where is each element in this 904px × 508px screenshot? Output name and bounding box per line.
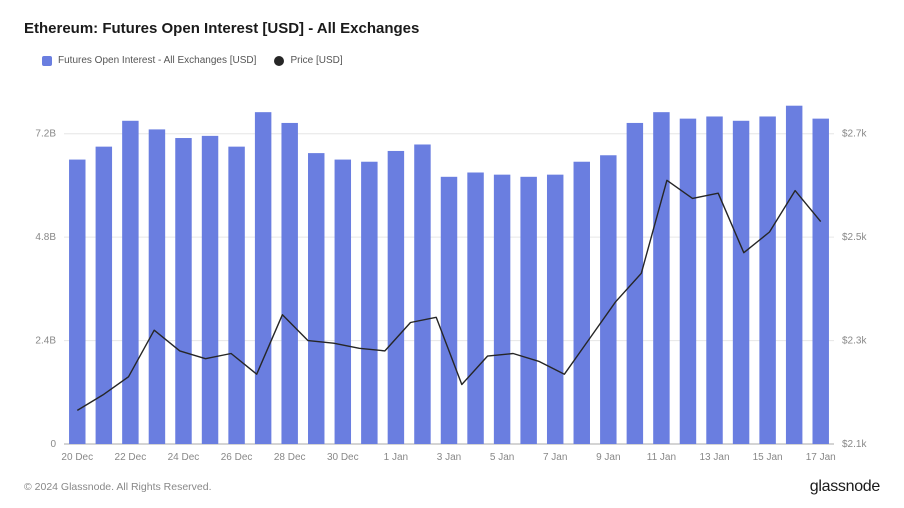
bar — [228, 147, 244, 444]
legend-item-oi: Futures Open Interest - All Exchanges [U… — [42, 55, 256, 66]
chart-area: 0 2.4B 4.8B 7.2B $2.1k $2.3k $2.5k $2.7k 20 Dec 2… — [24, 76, 880, 468]
bar — [494, 175, 510, 444]
bar — [467, 173, 483, 445]
legend-swatch-line — [274, 56, 284, 66]
bar — [69, 160, 85, 444]
bar — [122, 121, 138, 444]
legend-label-oi: Futures Open Interest - All Exchanges [U… — [58, 55, 256, 66]
legend-label-price: Price [USD] — [290, 55, 342, 66]
x-tick: 20 Dec — [61, 452, 93, 463]
bar — [335, 160, 351, 444]
bar — [361, 162, 377, 444]
bar — [600, 155, 616, 444]
legend-swatch-bar — [42, 56, 52, 66]
legend-item-price: Price [USD] — [274, 55, 342, 66]
x-tick: 24 Dec — [168, 452, 200, 463]
y-right-tick: $2.1k — [842, 439, 867, 450]
bar — [653, 112, 669, 444]
bar — [733, 121, 749, 444]
bar — [759, 116, 775, 444]
y-right-tick: $2.3k — [842, 336, 867, 347]
chart-svg: 0 2.4B 4.8B 7.2B $2.1k $2.3k $2.5k $2.7k 20 Dec 2… — [24, 76, 880, 468]
bar — [441, 177, 457, 444]
copyright-text: © 2024 Glassnode. All Rights Reserved. — [24, 481, 212, 493]
x-tick: 15 Jan — [753, 452, 783, 463]
bar — [149, 129, 165, 444]
bar — [520, 177, 536, 444]
x-tick: 9 Jan — [596, 452, 620, 463]
y-left-tick: 2.4B — [35, 336, 56, 347]
chart-title: Ethereum: Futures Open Interest [USD] - … — [24, 20, 880, 37]
x-tick: 28 Dec — [274, 452, 306, 463]
brand-logo: glassnode — [810, 478, 880, 496]
bar — [308, 153, 324, 444]
bar — [706, 116, 722, 444]
x-tick: 30 Dec — [327, 452, 359, 463]
bar — [255, 112, 271, 444]
x-tick: 5 Jan — [490, 452, 514, 463]
y-right-tick: $2.5k — [842, 232, 867, 243]
bar — [175, 138, 191, 444]
bar — [547, 175, 563, 444]
bar — [96, 147, 112, 444]
bar — [627, 123, 643, 444]
y-left-tick: 0 — [50, 439, 56, 450]
y-right-tick: $2.7k — [842, 129, 867, 140]
y-left-tick: 4.8B — [35, 232, 56, 243]
bar — [812, 119, 828, 444]
x-tick: 11 Jan — [647, 452, 676, 463]
x-tick: 13 Jan — [700, 452, 730, 463]
bar — [202, 136, 218, 444]
x-tick: 26 Dec — [221, 452, 253, 463]
bar — [574, 162, 590, 444]
bar — [414, 144, 430, 444]
x-tick: 17 Jan — [806, 452, 836, 463]
x-tick: 7 Jan — [543, 452, 567, 463]
bar — [680, 119, 696, 444]
x-tick: 1 Jan — [384, 452, 408, 463]
x-tick: 22 Dec — [115, 452, 147, 463]
bar — [786, 106, 802, 444]
legend: Futures Open Interest - All Exchanges [U… — [24, 55, 880, 66]
bar — [388, 151, 404, 444]
bar — [281, 123, 297, 444]
x-tick: 3 Jan — [437, 452, 461, 463]
y-left-tick: 7.2B — [35, 129, 56, 140]
